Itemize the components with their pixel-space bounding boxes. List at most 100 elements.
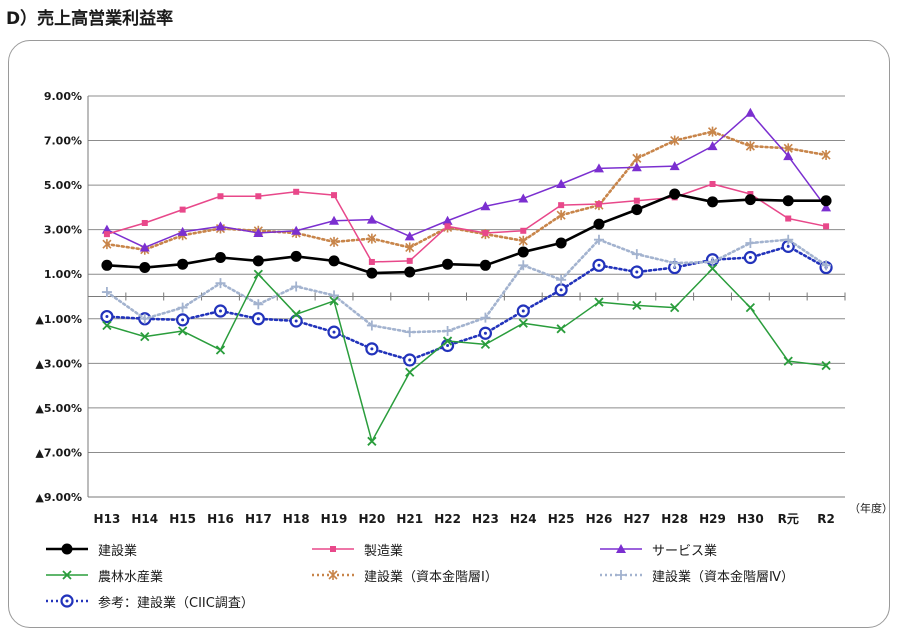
data-point (177, 258, 189, 270)
x-tick-label: H28 (661, 512, 688, 526)
data-point (631, 249, 642, 260)
data-point-core (332, 330, 336, 334)
y-tick-label: ▲1.00% (35, 313, 82, 326)
series-2 (103, 180, 830, 265)
data-point (745, 107, 756, 117)
x-tick-label: H14 (131, 512, 158, 526)
legend-item: 建設業 (44, 540, 137, 559)
legend-label: 農林水産業 (98, 569, 164, 585)
data-point-core (635, 270, 639, 274)
data-point (141, 219, 148, 226)
data-point (214, 252, 226, 264)
data-point (405, 242, 415, 253)
data-point (177, 226, 188, 236)
y-tick-label: 9.00% (44, 90, 82, 103)
series-line (106, 267, 827, 443)
x-tick-label: H21 (396, 512, 423, 526)
data-point (823, 223, 830, 230)
data-point (139, 262, 151, 274)
x-tick-label: H18 (283, 512, 310, 526)
y-tick-label: ▲7.00% (35, 446, 82, 459)
data-point (368, 258, 375, 265)
legend-item: 製造業 (310, 540, 404, 559)
y-tick-label: ▲5.00% (35, 402, 82, 415)
x-tick-label: H19 (321, 512, 348, 526)
series-6 (101, 234, 832, 338)
x-tick-label: H23 (472, 512, 499, 526)
legend-label: 製造業 (364, 543, 404, 559)
legend-swatch (312, 546, 354, 552)
data-point-core (370, 347, 374, 351)
y-tick-label: 1.00% (44, 268, 82, 281)
data-point (517, 246, 529, 258)
x-tick-label: H13 (94, 512, 121, 526)
data-point (331, 192, 338, 199)
data-point (442, 258, 454, 270)
data-point (179, 206, 186, 213)
x-tick-label: H20 (359, 512, 386, 526)
data-point (252, 255, 264, 267)
x-tick-label: H15 (169, 512, 196, 526)
x-tick-label: R2 (817, 512, 835, 526)
y-tick-label: ▲9.00% (35, 491, 82, 504)
legend-label: サービス業 (652, 543, 718, 559)
data-point-core (256, 317, 260, 321)
series-line (106, 183, 827, 263)
data-point (366, 320, 377, 331)
data-point (632, 153, 642, 164)
data-point (366, 267, 378, 279)
data-point (215, 278, 226, 289)
data-point-core (483, 331, 487, 335)
legend-label: 参考：建設業（CIIC調査） (98, 595, 254, 611)
data-point (744, 194, 756, 206)
data-point (328, 255, 340, 267)
x-tick-label: H25 (548, 512, 575, 526)
series-line (105, 192, 828, 275)
data-point (215, 221, 226, 231)
data-point-core (597, 263, 601, 267)
x-tick-label: R元 (778, 512, 799, 526)
data-point (329, 290, 340, 301)
data-point (367, 436, 377, 446)
data-point (821, 202, 832, 212)
data-point (255, 193, 262, 200)
data-point (821, 150, 831, 161)
x-tick-label: H26 (586, 512, 613, 526)
data-point-core (408, 358, 412, 362)
legend-item: 農林水産業 (44, 566, 164, 585)
legend-swatch (312, 570, 354, 580)
x-tick-label: H29 (699, 512, 726, 526)
series-1 (101, 188, 832, 279)
data-point (518, 193, 529, 203)
legend-item: 建設業（資本金階層Ⅳ） (598, 566, 794, 585)
data-point (480, 201, 491, 211)
data-point (329, 236, 339, 247)
data-point (707, 126, 718, 137)
data-point (405, 367, 415, 377)
x-tick-label: H16 (207, 512, 234, 526)
data-point (217, 193, 224, 200)
legend-swatch (46, 570, 88, 580)
legend-swatch-marker (62, 570, 72, 580)
data-point (442, 326, 453, 337)
series-line (105, 130, 828, 252)
data-point (404, 327, 415, 338)
data-point (101, 287, 112, 298)
y-tick-label: ▲3.00% (35, 357, 82, 370)
data-point-core (559, 288, 563, 292)
legend-swatch-marker (61, 543, 73, 555)
data-point (329, 296, 339, 306)
data-point (631, 162, 642, 172)
data-point (670, 135, 680, 146)
series-line (106, 111, 827, 249)
series-4 (102, 264, 831, 446)
data-point (595, 201, 602, 208)
legend-swatch (46, 594, 88, 608)
data-point (480, 339, 491, 350)
data-point-core (105, 315, 109, 319)
legend-item: 参考：建設業（CIIC調査） (44, 592, 254, 611)
data-point (669, 258, 680, 269)
data-point (139, 242, 150, 252)
data-point-core (294, 319, 298, 323)
y-tick-label: 3.00% (44, 224, 82, 237)
